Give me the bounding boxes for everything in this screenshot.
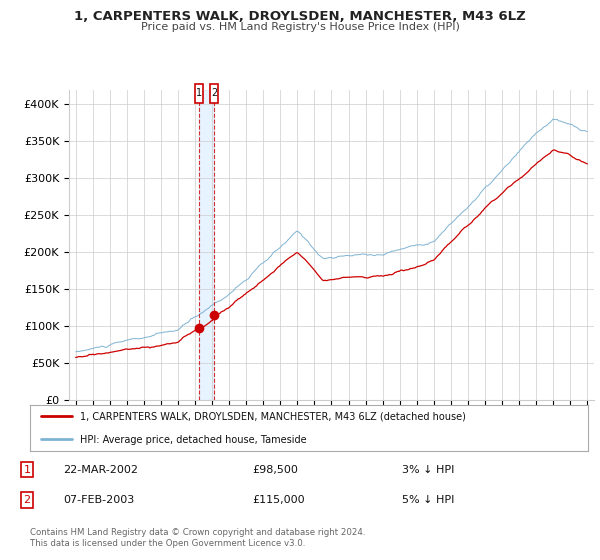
Text: 07-FEB-2003: 07-FEB-2003 [63, 495, 134, 505]
Text: 2: 2 [23, 495, 31, 505]
Text: Contains HM Land Registry data © Crown copyright and database right 2024.: Contains HM Land Registry data © Crown c… [30, 528, 365, 536]
Text: 22-MAR-2002: 22-MAR-2002 [63, 465, 138, 475]
Text: 1: 1 [196, 88, 202, 99]
Text: This data is licensed under the Open Government Licence v3.0.: This data is licensed under the Open Gov… [30, 539, 305, 548]
Text: Price paid vs. HM Land Registry's House Price Index (HPI): Price paid vs. HM Land Registry's House … [140, 22, 460, 32]
Text: 2: 2 [211, 88, 217, 99]
Text: 1, CARPENTERS WALK, DROYLSDEN, MANCHESTER, M43 6LZ: 1, CARPENTERS WALK, DROYLSDEN, MANCHESTE… [74, 10, 526, 23]
Text: 3% ↓ HPI: 3% ↓ HPI [402, 465, 454, 475]
Text: £98,500: £98,500 [252, 465, 298, 475]
Bar [199, 90, 214, 400]
Text: 1, CARPENTERS WALK, DROYLSDEN, MANCHESTER, M43 6LZ (detached house): 1, CARPENTERS WALK, DROYLSDEN, MANCHESTE… [80, 412, 466, 422]
Text: £115,000: £115,000 [252, 495, 305, 505]
FancyBboxPatch shape [195, 84, 203, 102]
Text: HPI: Average price, detached house, Tameside: HPI: Average price, detached house, Tame… [80, 435, 307, 445]
Text: 5% ↓ HPI: 5% ↓ HPI [402, 495, 454, 505]
Text: 1: 1 [23, 465, 31, 475]
FancyBboxPatch shape [210, 84, 218, 102]
